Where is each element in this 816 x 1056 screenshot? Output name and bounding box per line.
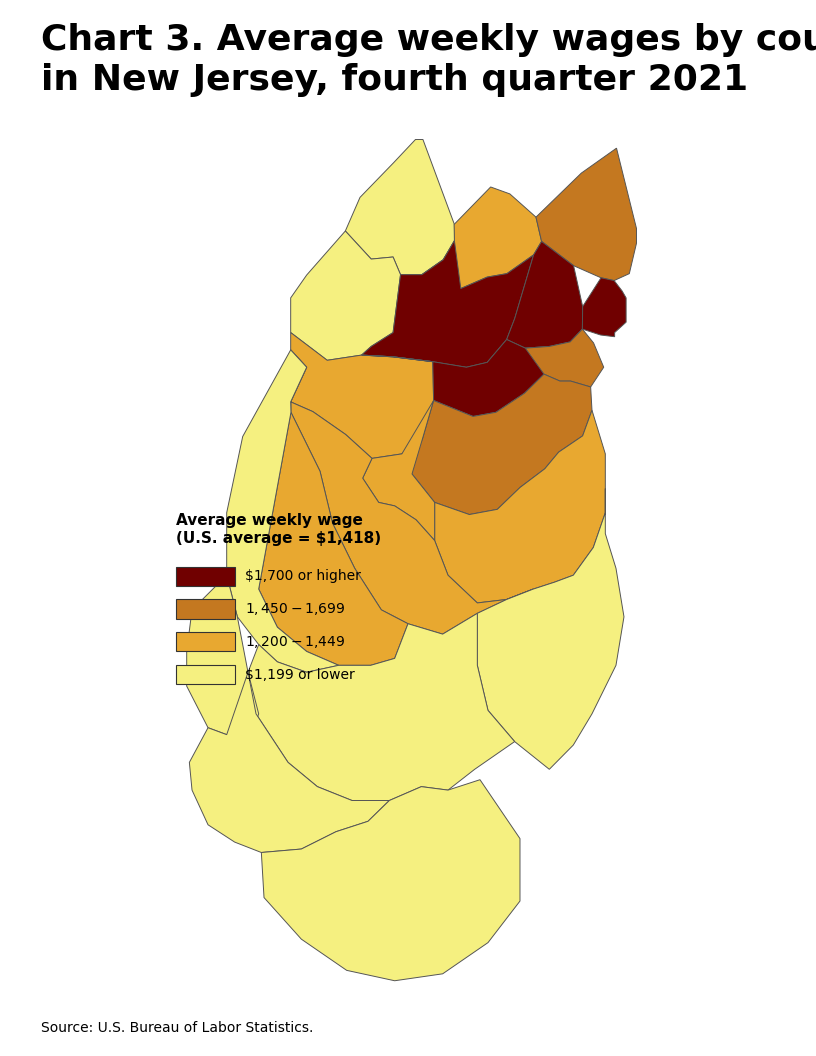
Polygon shape — [259, 412, 408, 665]
Polygon shape — [526, 329, 604, 386]
Polygon shape — [261, 779, 520, 981]
Polygon shape — [189, 673, 389, 852]
Polygon shape — [248, 614, 515, 800]
Bar — [176, 566, 235, 586]
Text: Chart 3. Average weekly wages by county: Chart 3. Average weekly wages by county — [41, 23, 816, 57]
Text: Source: U.S. Bureau of Labor Statistics.: Source: U.S. Bureau of Labor Statistics. — [41, 1021, 313, 1035]
Polygon shape — [583, 278, 626, 337]
Polygon shape — [435, 410, 605, 603]
Text: $1,700 or higher: $1,700 or higher — [246, 569, 361, 583]
Bar — [176, 633, 235, 652]
Polygon shape — [290, 231, 401, 360]
Text: $1,199 or lower: $1,199 or lower — [246, 667, 355, 682]
Polygon shape — [290, 333, 433, 458]
Polygon shape — [227, 350, 339, 673]
Polygon shape — [477, 489, 624, 770]
Text: $1,450 - $1,699: $1,450 - $1,699 — [246, 601, 346, 617]
Polygon shape — [362, 400, 435, 541]
Bar — [176, 665, 235, 684]
Polygon shape — [290, 350, 534, 634]
Polygon shape — [536, 148, 636, 281]
Polygon shape — [187, 576, 259, 741]
Polygon shape — [507, 242, 583, 348]
Polygon shape — [361, 241, 534, 367]
Text: in New Jersey, fourth quarter 2021: in New Jersey, fourth quarter 2021 — [41, 63, 748, 97]
Polygon shape — [361, 339, 549, 416]
Text: $1,200 - $1,449: $1,200 - $1,449 — [246, 634, 346, 649]
Polygon shape — [422, 187, 542, 288]
Polygon shape — [345, 139, 455, 275]
Polygon shape — [401, 374, 592, 514]
Bar — [176, 600, 235, 619]
Text: Average weekly wage
(U.S. average = $1,418): Average weekly wage (U.S. average = $1,4… — [176, 513, 381, 546]
